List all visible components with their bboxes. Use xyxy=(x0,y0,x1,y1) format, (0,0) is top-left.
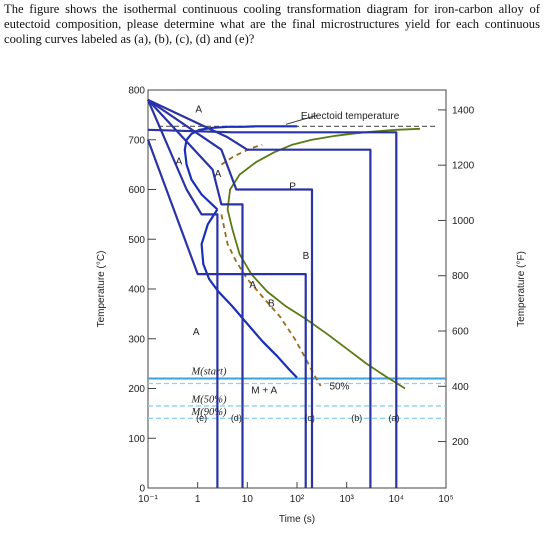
y-axis-label: Temperature (°C) xyxy=(96,251,107,328)
region-m-plus-a: M + A xyxy=(251,385,277,396)
cooling-curve-label: (a) xyxy=(389,413,400,423)
fifty-percent-label: 50% xyxy=(329,381,349,392)
y2-tick-label: 1400 xyxy=(452,105,475,116)
cooling-curve-c xyxy=(147,98,314,488)
y2-tick-label: 600 xyxy=(452,326,469,337)
transformation-finish-curve-lower xyxy=(231,229,406,390)
y2-tick-label: 200 xyxy=(452,437,469,448)
x-tick-label: 10⁴ xyxy=(389,494,404,505)
x-tick-label: 10 xyxy=(242,494,254,505)
y2-tick-label: 800 xyxy=(452,271,469,282)
y-tick-label: 100 xyxy=(128,434,145,445)
cooling-curve-e xyxy=(146,99,219,488)
region-a-upper-left: A xyxy=(176,157,183,168)
region-p: P xyxy=(289,182,296,193)
m-start-label: M(start) xyxy=(190,367,227,378)
fifty-percent-curve-lower xyxy=(220,214,322,387)
y-tick-label: 800 xyxy=(128,86,145,97)
y-tick-label: 400 xyxy=(128,285,145,296)
cooling-curve-d xyxy=(147,99,244,488)
eutectoid-label: Eutectoid temperature xyxy=(301,111,400,122)
region-b-upper: B xyxy=(303,251,310,262)
eutectoid-arrow xyxy=(285,114,318,125)
y-tick-label: 700 xyxy=(128,135,145,146)
region-a-lower: A xyxy=(193,327,200,338)
region-a-arrow: A xyxy=(249,280,256,291)
m-50-label: M(50%) xyxy=(190,394,226,405)
cooling-curve-label: (b) xyxy=(351,413,362,423)
x-tick-label: 10³ xyxy=(339,494,354,505)
y-tick-label: 300 xyxy=(128,334,145,345)
y2-tick-label: 1200 xyxy=(452,161,475,172)
y-tick-label: 600 xyxy=(128,185,145,196)
x-axis-label: Time (s) xyxy=(279,514,315,525)
y-tick-label: 0 xyxy=(139,484,145,495)
cooling-curve-label: (d) xyxy=(231,413,242,423)
y-tick-label: 200 xyxy=(128,384,145,395)
cooling-curve-label: (e) xyxy=(196,413,207,423)
region-a-nose: A xyxy=(215,169,222,180)
x-tick-label: 10⁻¹ xyxy=(138,494,158,505)
cooling-curve-b xyxy=(147,98,372,488)
x-tick-label: 1 xyxy=(195,494,201,505)
x-tick-label: 10⁵ xyxy=(438,494,453,505)
region-a-top: A xyxy=(195,104,202,115)
y2-tick-label: 400 xyxy=(452,382,469,393)
x-tick-label: 10² xyxy=(290,494,305,505)
cooling-curve-a xyxy=(147,128,398,488)
transformation-finish-curve xyxy=(226,127,421,230)
y2-tick-label: 1000 xyxy=(452,216,475,227)
fifty-percent-curve xyxy=(220,143,263,166)
region-b-lower: B xyxy=(268,298,275,309)
question-text: The figure shows the isothermal continuo… xyxy=(4,2,540,46)
m-90-label: M(90%) xyxy=(190,407,226,418)
cooling-curve-f xyxy=(146,139,307,488)
cooling-curve-label: (c) xyxy=(304,413,315,423)
y2-axis-label: Temperature (°F) xyxy=(516,251,527,327)
transformation-start-curve-lower xyxy=(200,208,298,379)
transformation-start-curve xyxy=(183,125,297,211)
y-tick-label: 500 xyxy=(128,235,145,246)
